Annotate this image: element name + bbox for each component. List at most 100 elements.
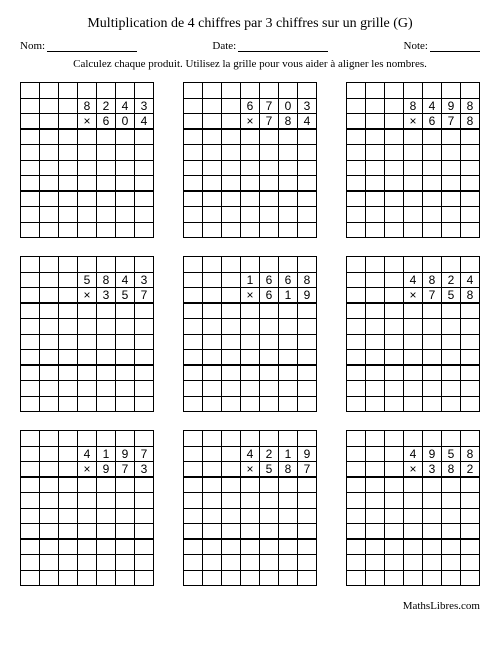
- grid-cell: [78, 257, 97, 273]
- grid-cell: [404, 222, 423, 238]
- grid-cell: [385, 539, 404, 555]
- problem: 5843×357: [20, 256, 154, 412]
- grid-cell: [135, 477, 154, 493]
- grid-cell: 7: [260, 98, 279, 114]
- multiplication-grid: 4824×758: [346, 256, 480, 412]
- grid-cell: [222, 365, 241, 381]
- grid-cell: [59, 555, 78, 571]
- grid-cell: [385, 207, 404, 223]
- grid-cell: [78, 303, 97, 319]
- grid-cell: 6: [423, 114, 442, 130]
- footer-credit: MathsLibres.com: [20, 600, 480, 612]
- grid-cell: [260, 145, 279, 161]
- grid-cell: [135, 303, 154, 319]
- grid-cell: [78, 396, 97, 412]
- grid-cell: [298, 222, 317, 238]
- grid-cell: [21, 365, 40, 381]
- grid-cell: [116, 334, 135, 350]
- grid-cell: [97, 570, 116, 586]
- grid-cell: 7: [135, 288, 154, 304]
- grid-cell: [404, 524, 423, 540]
- grid-cell: [366, 570, 385, 586]
- grid-cell: 4: [404, 446, 423, 462]
- grid-cell: [404, 83, 423, 99]
- grid-cell: [241, 381, 260, 397]
- grid-cell: [78, 365, 97, 381]
- grid-cell: [222, 207, 241, 223]
- grid-cell: 7: [116, 462, 135, 478]
- grid-cell: [59, 462, 78, 478]
- grid-cell: [279, 319, 298, 335]
- grid-cell: [385, 365, 404, 381]
- blank-note[interactable]: [430, 51, 480, 52]
- grid-cell: [203, 493, 222, 509]
- grid-cell: [21, 303, 40, 319]
- grid-cell: [116, 257, 135, 273]
- grid-cell: [404, 431, 423, 447]
- grid-cell: [366, 319, 385, 335]
- grid-cell: [423, 555, 442, 571]
- grid-cell: [59, 207, 78, 223]
- grid-cell: [366, 222, 385, 238]
- grid-cell: [298, 257, 317, 273]
- grid-cell: [461, 570, 480, 586]
- grid-cell: [97, 431, 116, 447]
- grid-cell: [241, 303, 260, 319]
- grid-cell: [385, 508, 404, 524]
- grid-cell: [97, 207, 116, 223]
- grid-cell: ×: [404, 462, 423, 478]
- grid-cell: [366, 350, 385, 366]
- grid-cell: 3: [298, 98, 317, 114]
- grid-cell: [366, 176, 385, 192]
- grid-cell: [59, 539, 78, 555]
- grid-cell: [241, 508, 260, 524]
- grid-cell: [40, 288, 59, 304]
- grid-cell: [423, 477, 442, 493]
- problem: 1668×619: [183, 256, 317, 412]
- grid-cell: [366, 288, 385, 304]
- grid-cell: [97, 396, 116, 412]
- grid-cell: [241, 334, 260, 350]
- grid-cell: [366, 257, 385, 273]
- grid-cell: [222, 176, 241, 192]
- grid-cell: [97, 257, 116, 273]
- grid-cell: [116, 477, 135, 493]
- grid-cell: 3: [135, 272, 154, 288]
- grid-cell: [461, 176, 480, 192]
- grid-cell: 8: [279, 114, 298, 130]
- grid-cell: [40, 446, 59, 462]
- grid-cell: [279, 381, 298, 397]
- grid-cell: [21, 272, 40, 288]
- grid-cell: [222, 446, 241, 462]
- grid-cell: [442, 257, 461, 273]
- grid-cell: 8: [78, 98, 97, 114]
- grid-cell: [78, 508, 97, 524]
- grid-cell: 9: [298, 288, 317, 304]
- grid-cell: [135, 176, 154, 192]
- grid-cell: [222, 222, 241, 238]
- grid-cell: [442, 493, 461, 509]
- grid-cell: [461, 222, 480, 238]
- blank-date[interactable]: [238, 51, 328, 52]
- blank-nom[interactable]: [47, 51, 137, 52]
- grid-cell: [116, 381, 135, 397]
- grid-cell: [385, 98, 404, 114]
- grid-cell: [279, 129, 298, 145]
- grid-cell: [21, 477, 40, 493]
- grid-cell: [78, 570, 97, 586]
- grid-cell: 4: [116, 98, 135, 114]
- grid-cell: [366, 462, 385, 478]
- grid-cell: 9: [442, 98, 461, 114]
- grid-cell: [135, 160, 154, 176]
- grid-cell: [260, 303, 279, 319]
- grid-cell: [59, 524, 78, 540]
- grid-cell: 4: [423, 98, 442, 114]
- grid-cell: [21, 98, 40, 114]
- grid-cell: [260, 555, 279, 571]
- grid-cell: 2: [260, 446, 279, 462]
- grid-cell: [184, 477, 203, 493]
- grid-cell: [203, 160, 222, 176]
- grid-cell: [347, 257, 366, 273]
- grid-cell: [203, 272, 222, 288]
- grid-cell: [40, 350, 59, 366]
